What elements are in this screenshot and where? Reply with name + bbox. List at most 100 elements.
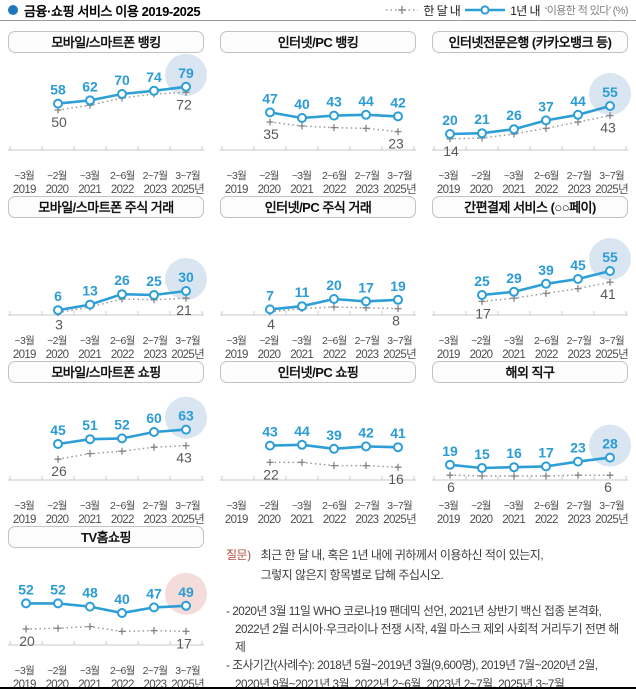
yearly-point-marker: [149, 85, 159, 96]
x-axis-month-labels: ~3월 ~2월 ~3월 2~6월 2~7월 3~7월: [8, 170, 204, 183]
x-tick-month: 2~7월: [566, 335, 592, 347]
x-tick-year: 2025년: [383, 349, 416, 361]
chart-plot: 47 40 43 44 42 35 23: [220, 90, 416, 152]
chart-title: 인터넷전문은행 (카카오뱅크 등): [432, 31, 628, 53]
yearly-point-marker: [181, 286, 191, 296]
x-tick-month: 3~7월: [175, 500, 200, 512]
chart-card-6: 간편결제 서비스 (○○페이) 25 29 39 45 55 17 41 ~3월 ~2월 ~3월 2~…: [424, 196, 636, 361]
x-tick-month: ~2월: [47, 500, 67, 512]
yearly-point-marker: [361, 441, 371, 452]
x-tick-month: ~2월: [47, 665, 67, 677]
yearly-point-marker: [573, 274, 583, 284]
yearly-value-label: 42: [390, 94, 406, 110]
monthly-dotted-sample-icon: [386, 6, 419, 14]
x-tick-month: 2~6월: [109, 170, 135, 182]
monthly-point-marker: [394, 305, 402, 313]
x-tick-year: 2022: [110, 514, 134, 526]
chart-title: 인터넷/PC 뱅킹: [220, 31, 416, 53]
chart-title: TV홈쇼핑: [8, 526, 204, 548]
x-tick-month: 2~6월: [321, 335, 347, 347]
yearly-point-marker: [509, 286, 519, 297]
monthly-value-label: 41: [600, 286, 616, 302]
yearly-point-marker: [605, 452, 615, 463]
yearly-value-label: 43: [262, 424, 278, 440]
x-tick-year: 2022: [322, 184, 346, 196]
x-axis-year-labels: 2019 2020 2021 2022 2023 2025년: [432, 348, 629, 362]
x-tick-month: ~3월: [438, 170, 459, 182]
yearly-value-label: 19: [390, 278, 406, 294]
x-tick-month: 2~7월: [142, 335, 168, 347]
highlight-circle: [165, 53, 207, 96]
x-tick-year: 2020: [45, 184, 69, 196]
chart-title: 모바일/스마트폰 주식 거래: [8, 196, 204, 218]
x-tick-month: 3~7월: [599, 500, 624, 512]
x-tick-year: 2025년: [171, 679, 204, 689]
x-tick-year: 2020: [469, 514, 493, 526]
header-bullet-icon: [8, 5, 18, 15]
x-tick-month: 2~7월: [354, 335, 380, 347]
x-tick-month: 3~7월: [599, 335, 624, 347]
yearly-value-label: 26: [114, 272, 130, 288]
monthly-value-label: 26: [51, 463, 67, 479]
x-tick-month: 2~6월: [109, 335, 135, 347]
yearly-value-label: 39: [326, 427, 342, 443]
monthly-point-marker: [86, 450, 94, 458]
x-tick-year: 2022: [534, 184, 558, 196]
yearly-value-label: 19: [442, 443, 458, 459]
charts-grid: 모바일/스마트폰 뱅킹 58 62 70 74 79 50 72 ~3월 ~2월 ~3월 2~6월 2~…: [0, 21, 636, 689]
yearly-point-marker: [265, 304, 275, 315]
x-axis-year-labels: 2019 2020 2021 2022 2023 2025년: [8, 183, 205, 197]
yearly-value-label: 51: [82, 417, 98, 433]
monthly-value-label: 35: [263, 126, 279, 142]
x-axis-month-labels: ~3월 ~2월 ~3월 2~6월 2~7월 3~7월: [432, 500, 628, 513]
yearly-point-marker: [329, 443, 339, 454]
notes-block: 질문) 최근 한 달 내, 혹은 1년 내에 귀하께서 이용하신 적이 있는지,…: [212, 526, 636, 687]
chart-plot: 19 15 16 17 23 28 6 6: [432, 424, 631, 495]
monthly-point-marker: [54, 624, 62, 632]
yearly-value-label: 26: [506, 107, 522, 123]
x-tick-month: 2~7월: [566, 500, 592, 512]
monthly-point-marker: [394, 463, 402, 471]
yearly-point-marker: [181, 424, 191, 435]
chart-card-5: 인터넷/PC 주식 거래 7 11 20 17 19 4 8 ~3월 ~2월 ~3월 2~6월 2~7월…: [212, 196, 424, 361]
yearly-point-marker: [393, 111, 403, 122]
yearly-point-marker: [445, 129, 455, 139]
yearly-point-marker: [53, 98, 63, 109]
x-tick-month: ~3월: [226, 170, 247, 182]
x-tick-month: 2~6월: [109, 665, 135, 677]
yearly-point-marker: [541, 278, 551, 289]
x-tick-year: 2019: [224, 514, 248, 526]
monthly-point-marker: [266, 458, 274, 466]
x-tick-year: 2023: [143, 349, 167, 361]
x-tick-year: 2025년: [383, 184, 416, 196]
chart-title: 모바일/스마트폰 쇼핑: [8, 361, 204, 383]
monthly-point-marker: [446, 471, 454, 479]
monthly-point-marker: [298, 458, 306, 466]
monthly-value-label: 22: [263, 466, 279, 482]
yearly-value-label: 40: [294, 96, 310, 112]
yearly-point-marker: [149, 427, 159, 437]
question-line-2: 그렇지 않은지 항목별로 답해 주십시오.: [260, 567, 444, 582]
x-tick-year: 2020: [257, 514, 281, 526]
yearly-value-label: 43: [326, 94, 342, 110]
x-tick-month: ~2월: [471, 335, 491, 347]
monthly-point-marker: [182, 627, 190, 635]
yearly-point-marker: [477, 463, 487, 473]
yearly-line: [449, 104, 611, 136]
x-tick-year: 2023: [567, 514, 591, 526]
chart-card-9: 해외 직구 19 15 16 17 23 28 6 6 ~3월 ~2월 ~3월 2~6월 2~7월 3~7월…: [424, 361, 636, 526]
yearly-value-label: 41: [390, 425, 406, 441]
x-tick-month: 2~7월: [354, 170, 380, 182]
x-tick-year: 2021: [502, 349, 526, 361]
yearly-point-marker: [393, 294, 403, 305]
yearly-value-label: 15: [474, 446, 490, 462]
monthly-point-marker: [394, 128, 402, 136]
question-label: 질문): [226, 548, 251, 562]
chart-plot: 25 29 39 45 55 17 41: [432, 238, 631, 321]
yearly-point-marker: [297, 301, 307, 312]
yearly-value-label: 44: [358, 93, 374, 109]
monthly-line: [449, 474, 610, 477]
x-tick-year: 2020: [45, 679, 69, 689]
yearly-value-label: 13: [82, 283, 98, 299]
monthly-point-marker: [298, 122, 306, 130]
